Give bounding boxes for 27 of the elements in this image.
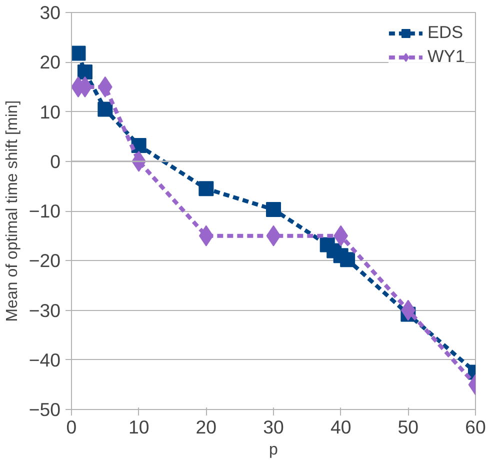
- y-tick-label: 0: [50, 150, 61, 172]
- point: [340, 252, 356, 268]
- x-tick-label: 60: [465, 416, 486, 438]
- point: [131, 138, 146, 153]
- x-tick-label: 40: [330, 416, 352, 438]
- y-axis-title: Mean of optimal time shift [min]: [4, 100, 21, 322]
- y-tick-label: 10: [40, 101, 61, 122]
- x-axis-title: p: [269, 442, 278, 458]
- x-tick-label: 20: [196, 416, 217, 438]
- x-tick-label: 10: [128, 416, 150, 438]
- point: [72, 46, 86, 61]
- y-tick-label: −10: [28, 200, 61, 222]
- y-tick-label: −20: [28, 250, 61, 272]
- y-tick-label: −50: [28, 399, 61, 420]
- x-tick-label: 30: [263, 416, 284, 438]
- legend-label: EDS: [427, 22, 464, 43]
- y-tick-label: 30: [40, 2, 61, 23]
- point: [98, 102, 113, 117]
- y-tick-label: −40: [28, 349, 61, 370]
- point: [198, 181, 214, 196]
- y-tick-label: −30: [28, 300, 61, 321]
- x-tick-label: 0: [66, 416, 77, 438]
- x-tick-label: 50: [398, 416, 419, 438]
- y-tick-label: 20: [40, 52, 61, 73]
- point: [77, 64, 92, 80]
- legend-label: WY1: [427, 46, 465, 67]
- point: [266, 202, 281, 218]
